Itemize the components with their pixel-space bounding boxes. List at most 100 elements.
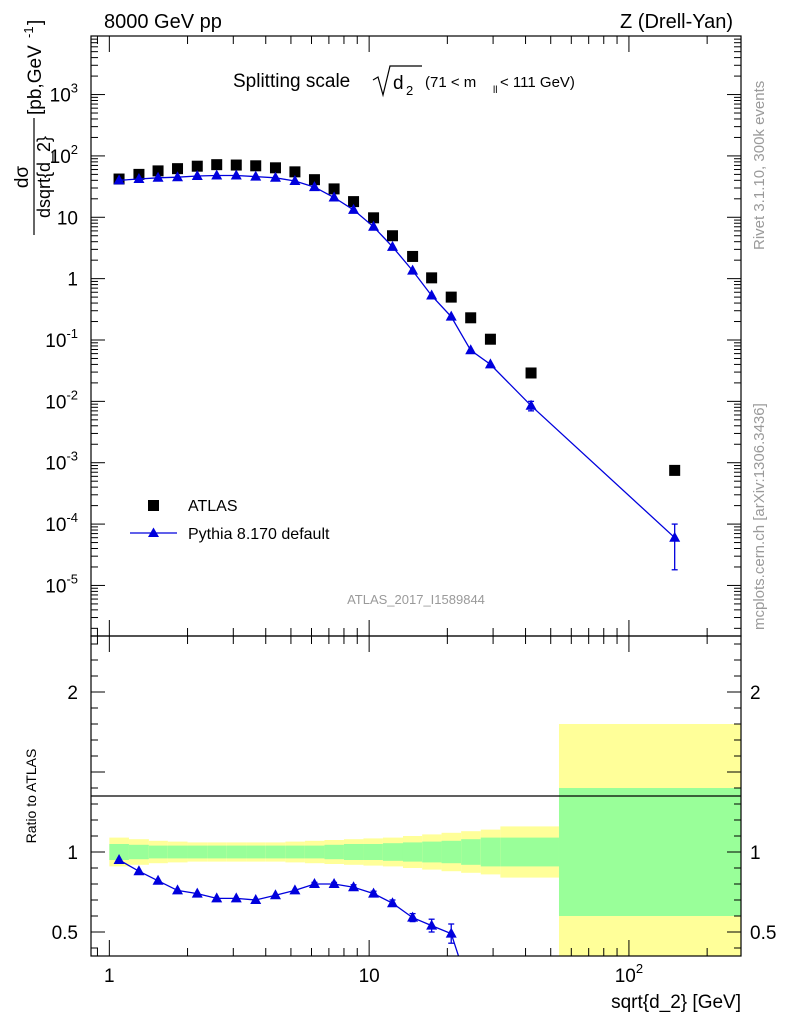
ratio-y-tick-labels: 0.5 0.5 1 1 2 2: [52, 683, 777, 944]
ylabel-units-end: ]: [25, 20, 46, 25]
legend-marker-triangle: [148, 527, 159, 537]
legend-label-atlas: ATLAS: [188, 498, 238, 515]
title-range-sub: ll: [493, 85, 497, 96]
stat-uncertainty-band: [128, 844, 149, 860]
x-tick-label: 1: [104, 966, 115, 987]
ylabel-units-sup: -1: [21, 26, 36, 38]
ratio-axis-ticks: [91, 636, 741, 956]
atlas-point: [525, 367, 537, 379]
stat-uncertainty-band: [422, 841, 442, 863]
pythia-point: [191, 170, 203, 181]
pythia-point: [328, 191, 340, 202]
pythia-point: [152, 171, 164, 182]
title-range: (71 < m: [425, 74, 476, 91]
ratio-point: [172, 884, 184, 895]
ratio-point: [133, 865, 145, 876]
main-panel: 10-5 10-4 10-3 10-2 10-1 1 10 102 103 Splitting …: [12, 20, 742, 637]
y-tick-label: 10-3: [45, 449, 78, 475]
stat-uncertainty-band: [167, 845, 188, 859]
stat-uncertainty-band: [324, 844, 344, 860]
ratio-point: [348, 881, 360, 892]
atlas-point: [289, 166, 301, 178]
legend-label-pythia: Pythia 8.170 default: [188, 526, 330, 543]
pythia-point: [368, 220, 380, 231]
stat-uncertainty-band: [226, 845, 247, 859]
atlas-point: [386, 230, 398, 242]
main-y-axis-label: dσ dsqrt{d_2} [pb,GeV -1 ]: [12, 20, 55, 235]
ratio-point: [269, 889, 281, 900]
ratio-point: [308, 878, 320, 888]
ratio-point: [152, 874, 164, 885]
y-tick-label: 102: [50, 142, 78, 168]
stat-uncertainty-band: [558, 788, 741, 916]
ratio-series-group: [113, 854, 460, 956]
atlas-point: [328, 183, 340, 195]
ylabel-denominator: dsqrt{d_2}: [34, 136, 55, 218]
stat-uncertainty-band: [363, 844, 383, 860]
atlas-point: [465, 312, 477, 324]
ratio-line: [118, 859, 460, 956]
pythia-point: [669, 531, 681, 542]
title-sqrt-arg: d: [393, 73, 404, 94]
ratio-y-axis-label: Ratio to ATLAS: [23, 749, 39, 844]
ratio-frame: [90, 635, 742, 957]
atlas-point: [172, 163, 184, 175]
pythia-point: [525, 399, 537, 410]
atlas-point: [348, 196, 360, 208]
ratio-point: [407, 911, 419, 922]
stat-uncertainty-band: [461, 839, 481, 865]
stat-uncertainty-band: [382, 843, 403, 861]
ratio-y-tick-label: 0.5: [750, 923, 776, 944]
y-tick-label: 1: [67, 270, 78, 291]
stat-uncertainty-band: [402, 842, 423, 862]
mcplots-label: mcplots.cern.ch [arXiv:1306.3436]: [751, 403, 768, 630]
atlas-point: [426, 272, 438, 284]
sqrt-sign: [372, 65, 422, 98]
legend-entry-atlas: ATLAS: [148, 498, 238, 515]
atlas-point: [152, 165, 164, 177]
title-range-end: < 111 GeV): [500, 74, 575, 91]
x-tick-labels: 1 10 102: [104, 961, 643, 987]
stat-uncertainty-band: [246, 845, 266, 859]
main-axis-ticks: [91, 35, 741, 636]
pythia-point: [426, 289, 438, 300]
atlas-point: [250, 160, 262, 172]
ratio-y-tick-label: 2: [750, 683, 761, 704]
atlas-point: [407, 250, 419, 262]
atlas-point: [308, 174, 320, 186]
pythia-point: [172, 171, 184, 182]
y-tick-label: 10-1: [45, 326, 78, 352]
y-tick-label: 10-4: [45, 510, 78, 536]
pythia-point: [211, 169, 223, 180]
ratio-point: [386, 897, 398, 908]
ratio-point: [191, 887, 203, 898]
ratio-y-tick-label: 0.5: [52, 923, 78, 944]
stat-uncertainty-band: [285, 845, 305, 859]
atlas-point: [269, 162, 281, 174]
header-left: 8000 GeV pp: [104, 11, 222, 33]
atlas-point: [211, 159, 223, 171]
stat-uncertainty-band: [500, 837, 559, 867]
x-tick-label: 10: [359, 966, 380, 987]
ratio-y-tick-label: 2: [67, 683, 78, 704]
pythia-point: [484, 358, 496, 369]
stat-uncertainty-band: [480, 837, 501, 867]
atlas-point: [669, 464, 681, 476]
x-axis-label: sqrt{d_2} [GeV]: [611, 992, 741, 1013]
pythia-point: [113, 174, 125, 185]
ratio-panel: 0.5 0.5 1 1 2 2 1 10 102 Ratio to ATLAS sqrt{d_…: [23, 635, 777, 1013]
stat-uncertainty-band: [343, 844, 364, 860]
main-y-tick-labels: 10-5 10-4 10-3 10-2 10-1 1 10 102 103: [45, 81, 78, 598]
pythia-point: [289, 175, 301, 186]
ratio-series: [113, 854, 460, 956]
pythia-point: [348, 203, 360, 214]
stat-uncertainty-band: [187, 845, 208, 859]
stat-uncertainty-band: [148, 845, 168, 859]
ratio-point: [211, 892, 223, 903]
y-tick-label: 10-2: [45, 387, 78, 413]
stat-uncertainty-band: [207, 845, 227, 859]
pythia-point: [133, 173, 145, 184]
pythia-point: [230, 169, 242, 180]
header-right: Z (Drell-Yan): [620, 11, 733, 33]
